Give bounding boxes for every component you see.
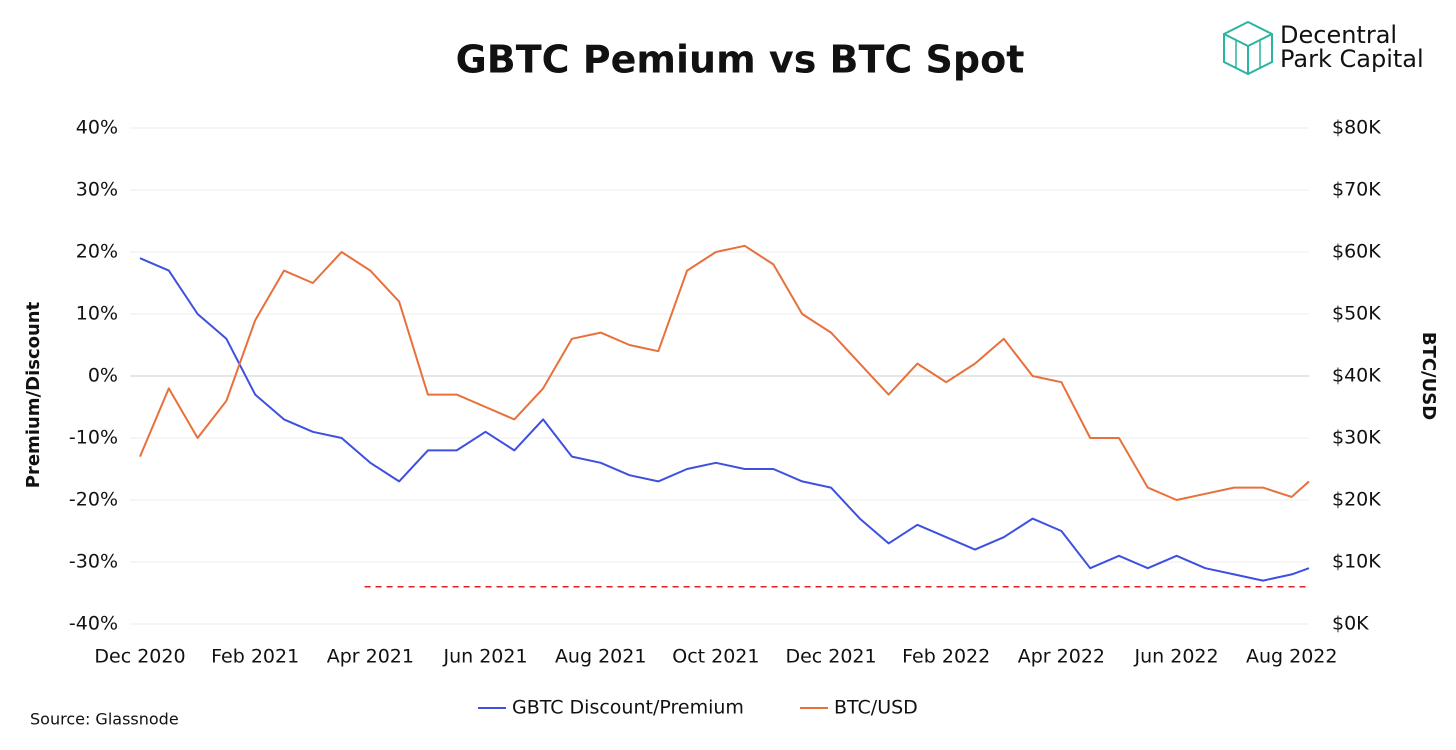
chart-title: GBTC Pemium vs BTC Spot xyxy=(456,38,1025,82)
y-tick-label: 0% xyxy=(88,365,118,387)
x-tick-label: Aug 2022 xyxy=(1246,646,1338,668)
y-tick-label: 10% xyxy=(76,303,118,325)
x-tick-label: Apr 2022 xyxy=(1018,646,1105,668)
y2-tick-label: $10K xyxy=(1332,551,1381,573)
y2-axis-label: BTC/USD xyxy=(1418,332,1439,420)
y-tick-label: -30% xyxy=(69,551,118,573)
y2-tick-label: $80K xyxy=(1332,117,1381,139)
legend-label: BTC/USD xyxy=(834,697,918,719)
y2-tick-label: $40K xyxy=(1332,365,1381,387)
x-tick-label: Feb 2022 xyxy=(902,646,990,668)
y2-tick-label: $30K xyxy=(1332,427,1381,449)
y2-tick-label: $0K xyxy=(1332,613,1369,635)
y2-tick-label: $60K xyxy=(1332,241,1381,263)
y-tick-label: -10% xyxy=(69,427,118,449)
y-tick-label: -40% xyxy=(69,613,118,635)
x-tick-label: Apr 2021 xyxy=(327,646,414,668)
data-line xyxy=(139,244,1310,501)
y2-tick-label: $50K xyxy=(1332,303,1381,325)
data-line xyxy=(139,257,1310,582)
x-tick-label: Jun 2022 xyxy=(1134,646,1219,668)
y-axis-label: Premium/Discount xyxy=(23,301,44,488)
legend-label: GBTC Discount/Premium xyxy=(512,697,744,719)
y2-tick-label: $20K xyxy=(1332,489,1381,511)
y-tick-label: -20% xyxy=(69,489,118,511)
y-tick-label: 40% xyxy=(76,117,118,139)
x-tick-label: Jun 2021 xyxy=(442,646,527,668)
brand-line: Decentral xyxy=(1280,21,1397,49)
x-tick-label: Feb 2021 xyxy=(211,646,299,668)
y-tick-label: 20% xyxy=(76,241,118,263)
y-tick-label: 30% xyxy=(76,179,118,201)
y2-tick-label: $70K xyxy=(1332,179,1381,201)
x-tick-label: Dec 2021 xyxy=(785,646,876,668)
logo-icon xyxy=(1223,33,1273,48)
x-tick-label: Aug 2021 xyxy=(555,646,647,668)
x-tick-label: Dec 2020 xyxy=(94,646,185,668)
x-tick-label: Oct 2021 xyxy=(672,646,759,668)
source-note: Source: Glassnode xyxy=(30,710,179,729)
brand-line: Park Capital xyxy=(1280,45,1424,73)
logo: Decentral Park Capital xyxy=(1223,20,1424,76)
